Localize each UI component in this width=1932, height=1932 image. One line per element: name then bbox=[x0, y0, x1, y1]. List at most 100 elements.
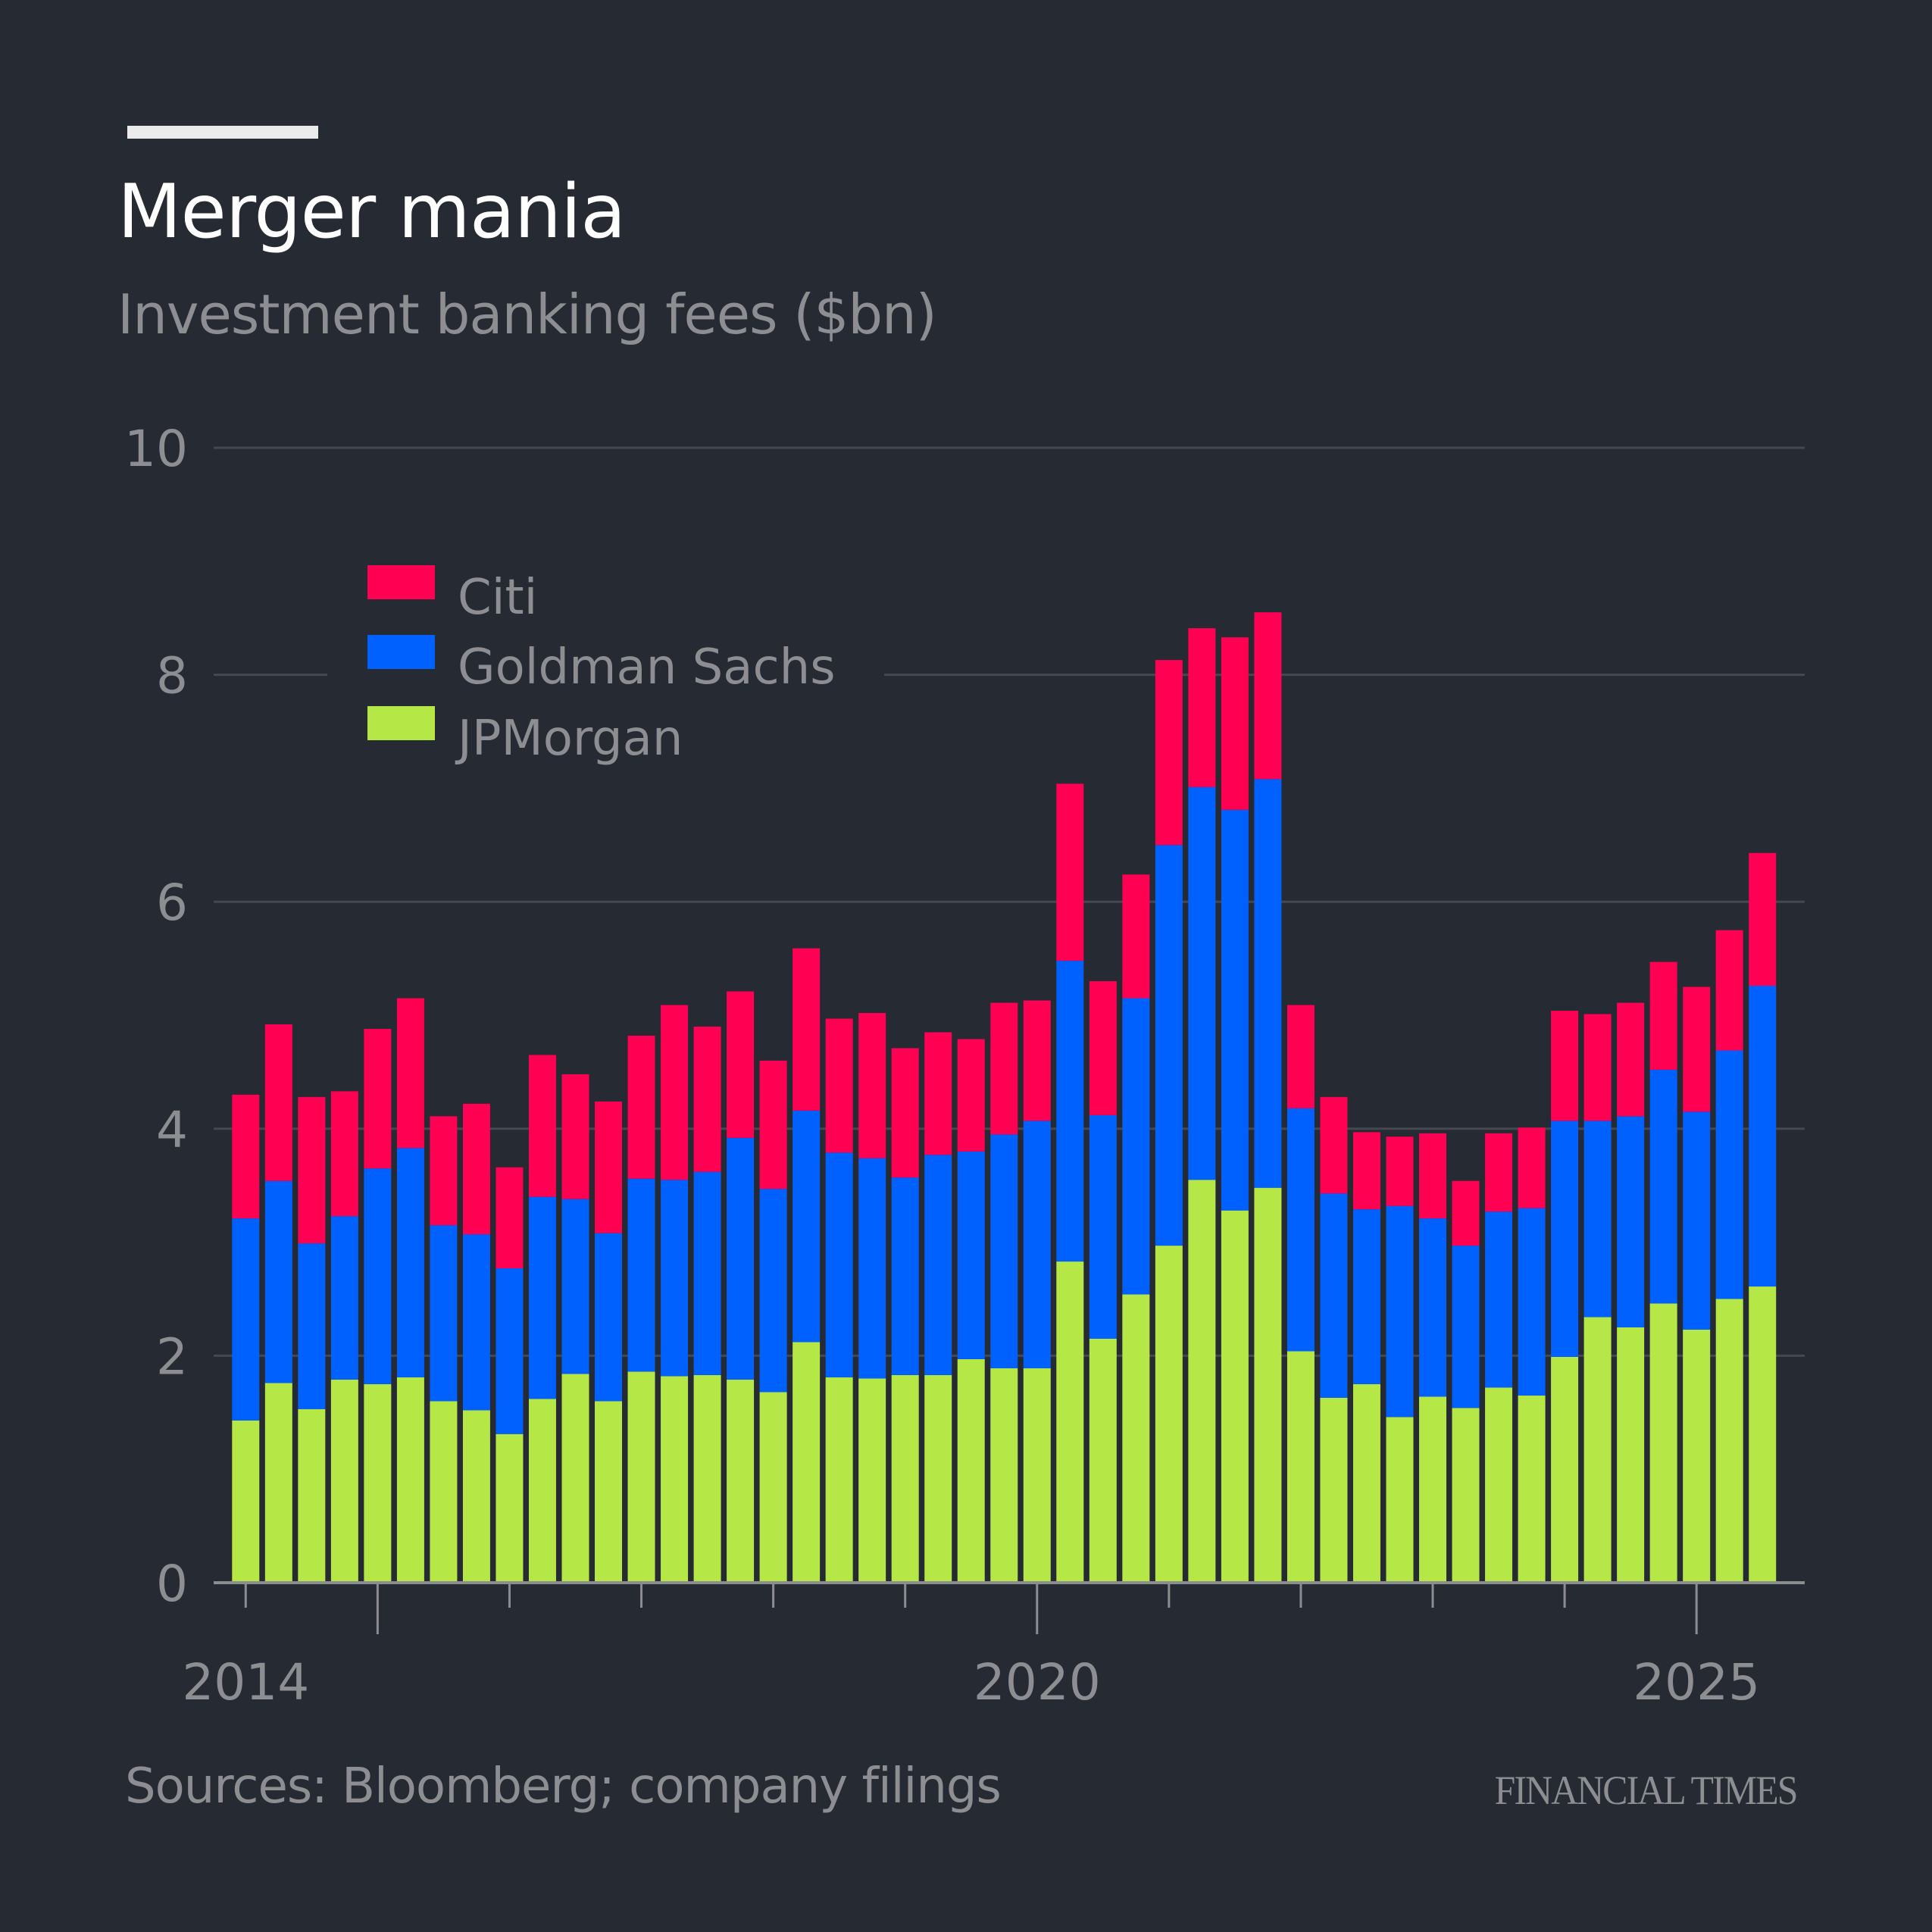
bar-jpmorgan bbox=[1419, 1396, 1447, 1583]
bar-citi bbox=[1583, 1014, 1612, 1121]
legend-swatch bbox=[367, 565, 435, 599]
bar-goldman-sachs bbox=[727, 1137, 755, 1380]
bar-stack bbox=[1286, 1005, 1315, 1583]
bar-jpmorgan bbox=[990, 1368, 1018, 1583]
bar-jpmorgan bbox=[1188, 1180, 1216, 1583]
x-tick-label: 2020 bbox=[974, 1653, 1101, 1712]
bar-goldman-sachs bbox=[1155, 845, 1183, 1246]
bar-jpmorgan bbox=[1320, 1397, 1348, 1583]
bar-citi bbox=[232, 1094, 260, 1219]
bar-citi bbox=[792, 948, 821, 1111]
y-tick-label: 0 bbox=[156, 1555, 188, 1613]
bar-goldman-sachs bbox=[1286, 1108, 1315, 1352]
bar-citi bbox=[1419, 1133, 1447, 1219]
bar-citi bbox=[891, 1048, 919, 1178]
bar-jpmorgan bbox=[727, 1379, 755, 1583]
bars bbox=[232, 612, 1777, 1583]
bar-jpmorgan bbox=[661, 1376, 689, 1583]
bar-jpmorgan bbox=[528, 1399, 556, 1583]
bar-goldman-sachs bbox=[1419, 1218, 1447, 1397]
bar-goldman-sachs bbox=[1551, 1121, 1579, 1357]
bar-citi bbox=[1715, 930, 1743, 1051]
bar-stack bbox=[1485, 1133, 1513, 1583]
legend-item: Goldman Sachs bbox=[367, 635, 836, 696]
bar-jpmorgan bbox=[1683, 1329, 1711, 1583]
bar-jpmorgan bbox=[1089, 1338, 1117, 1583]
legend-swatch bbox=[367, 706, 435, 740]
bar-citi bbox=[264, 1024, 292, 1181]
bar-stack bbox=[1683, 986, 1711, 1583]
bar-goldman-sachs bbox=[396, 1148, 424, 1377]
bar-citi bbox=[1649, 961, 1677, 1070]
bar-jpmorgan bbox=[1649, 1303, 1677, 1583]
ft-logo: FINANCIAL TIMES bbox=[1495, 1768, 1799, 1813]
bar-stack bbox=[1583, 1014, 1612, 1583]
bar-goldman-sachs bbox=[496, 1268, 524, 1434]
bar-stack bbox=[595, 1101, 623, 1583]
y-tick-label: 10 bbox=[124, 420, 188, 478]
bar-goldman-sachs bbox=[1352, 1209, 1380, 1384]
legend-label: Citi bbox=[458, 570, 537, 626]
bar-citi bbox=[595, 1101, 623, 1233]
bar-goldman-sachs bbox=[825, 1152, 853, 1377]
bar-jpmorgan bbox=[924, 1374, 952, 1583]
bar-stack bbox=[561, 1074, 589, 1583]
bar-jpmorgan bbox=[298, 1408, 326, 1583]
bar-citi bbox=[462, 1103, 490, 1235]
bar-jpmorgan bbox=[825, 1377, 853, 1583]
bar-jpmorgan bbox=[1386, 1417, 1414, 1583]
bar-goldman-sachs bbox=[1254, 779, 1282, 1188]
bar-jpmorgan bbox=[1122, 1294, 1150, 1583]
bar-stack bbox=[792, 948, 821, 1583]
bar-citi bbox=[1254, 612, 1282, 780]
bar-stack bbox=[396, 998, 424, 1583]
bar-citi bbox=[693, 1026, 721, 1172]
bar-goldman-sachs bbox=[1122, 998, 1150, 1295]
bar-jpmorgan bbox=[759, 1392, 787, 1583]
bar-jpmorgan bbox=[1023, 1368, 1051, 1583]
bar-jpmorgan bbox=[1452, 1408, 1480, 1583]
y-tick-label: 2 bbox=[156, 1327, 188, 1386]
bar-goldman-sachs bbox=[1320, 1193, 1348, 1398]
legend-item: Citi bbox=[367, 565, 537, 626]
bar-stack bbox=[1188, 628, 1216, 1583]
bar-jpmorgan bbox=[430, 1401, 458, 1583]
bar-stack bbox=[1023, 1000, 1051, 1583]
bar-citi bbox=[430, 1116, 458, 1226]
bar-stack bbox=[430, 1116, 458, 1583]
bar-citi bbox=[330, 1091, 358, 1217]
bar-goldman-sachs bbox=[627, 1178, 655, 1372]
bar-goldman-sachs bbox=[561, 1199, 589, 1374]
bar-jpmorgan bbox=[792, 1342, 821, 1583]
bar-citi bbox=[924, 1032, 952, 1155]
bar-stack bbox=[1320, 1096, 1348, 1583]
bar-stack bbox=[496, 1167, 524, 1583]
bar-stack bbox=[528, 1055, 556, 1583]
bar-goldman-sachs bbox=[957, 1151, 985, 1359]
bar-jpmorgan bbox=[232, 1420, 260, 1583]
bar-stack bbox=[1715, 930, 1743, 1583]
bar-citi bbox=[496, 1167, 524, 1269]
bar-goldman-sachs bbox=[1221, 809, 1249, 1211]
bar-jpmorgan bbox=[1056, 1261, 1084, 1583]
bar-jpmorgan bbox=[1254, 1187, 1282, 1583]
bar-citi bbox=[1386, 1136, 1414, 1206]
bar-jpmorgan bbox=[561, 1374, 589, 1583]
bar-goldman-sachs bbox=[1089, 1114, 1117, 1339]
bar-citi bbox=[1352, 1132, 1380, 1210]
bar-citi bbox=[1749, 852, 1777, 986]
bar-stack bbox=[627, 1035, 655, 1583]
bar-jpmorgan bbox=[1551, 1356, 1579, 1583]
bar-citi bbox=[1221, 637, 1249, 810]
bar-stack bbox=[891, 1048, 919, 1583]
bar-stack bbox=[1122, 874, 1150, 1583]
bar-goldman-sachs bbox=[364, 1168, 392, 1384]
bar-goldman-sachs bbox=[1485, 1211, 1513, 1388]
bar-stack bbox=[990, 1002, 1018, 1583]
bar-goldman-sachs bbox=[1683, 1111, 1711, 1330]
bar-citi bbox=[858, 1013, 886, 1158]
bar-goldman-sachs bbox=[759, 1189, 787, 1393]
bar-goldman-sachs bbox=[462, 1234, 490, 1411]
bar-citi bbox=[396, 998, 424, 1149]
bar-jpmorgan bbox=[693, 1374, 721, 1583]
